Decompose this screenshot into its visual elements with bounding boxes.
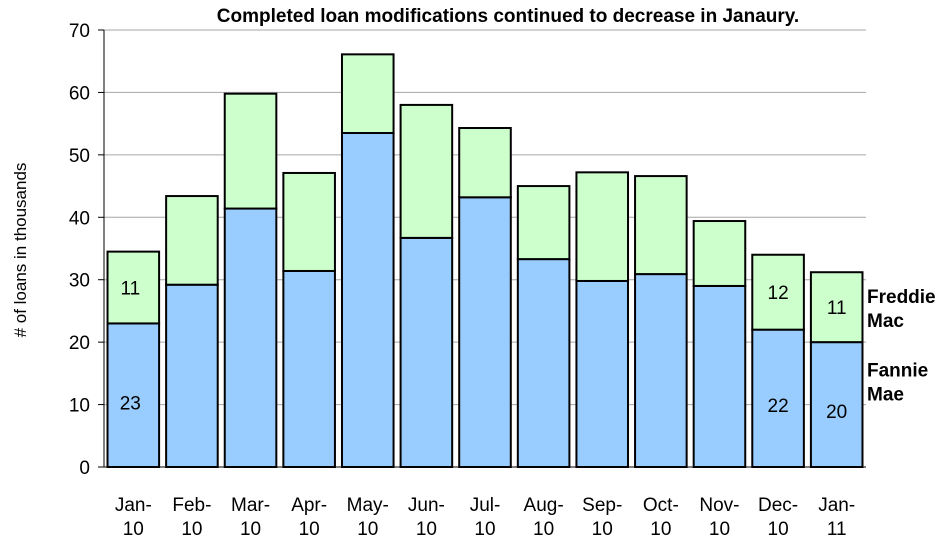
bar-freddie-mac [634,175,688,276]
x-tick-label: Mar- [231,495,270,516]
x-tick-label: 10 [299,519,320,539]
bar-freddie-mac [106,250,161,325]
x-tick-label: 10 [474,519,495,539]
data-label-fannie-mae: 23 [120,393,141,414]
chart-title: Completed loan modifications continued t… [217,6,799,27]
x-tick-label: Jan- [818,495,855,516]
x-tick-label: 10 [709,519,730,539]
bar-freddie-mac [282,171,336,272]
x-tick-label: Dec- [758,495,798,516]
x-tick-label: 10 [357,519,378,539]
y-tick-label: 30 [69,271,90,292]
legend-label-fannie-mae: Fannie [867,361,928,382]
x-tick-label: 11 [827,519,847,539]
bar-freddie-mac [340,53,395,135]
bar-fannie-mae [223,207,278,468]
bar-fannie-mae [399,236,454,468]
x-tick-label: 10 [123,519,144,539]
data-label-freddie-mac: 11 [827,298,847,319]
y-tick-label: 60 [69,83,90,104]
bar-freddie-mac [575,171,630,282]
y-tick-label: 40 [69,208,90,229]
bar-freddie-mac [399,103,454,239]
y-axis-label: # of loans in thousands [11,163,30,338]
data-label-fannie-mae: 22 [768,396,789,417]
bar-fannie-mae [575,279,630,468]
y-tick-label: 70 [69,21,90,42]
legend: Freddie Mac Fannie Mae [867,287,936,405]
bar-fannie-mae [106,322,161,468]
tick-labels: 0 10 20 30 40 50 60 70 Jan- 10 Feb- 10 Mar- 10 Apr- 10 M… [69,21,855,540]
x-tick-label: Nov- [699,495,739,516]
data-label-freddie-mac: 12 [768,283,789,304]
x-tick-label: 10 [592,519,613,539]
bar-freddie-mac [458,127,512,199]
legend-label-freddie-mac: Mac [867,311,904,332]
legend-label-freddie-mac: Freddie [867,287,936,308]
y-tick-label: 0 [79,458,90,479]
x-tick-label: May- [347,495,389,516]
y-tick-label: 50 [69,146,90,167]
bar-fannie-mae [165,283,219,468]
bar-fannie-mae [751,328,805,468]
legend-label-fannie-mae: Mae [867,385,904,406]
bar-fannie-mae [516,258,571,468]
data-label-freddie-mac: 11 [120,279,140,300]
bar-fannie-mae [282,269,336,468]
data-labels: 23 22 20 11 12 11 [120,279,848,423]
x-tick-label: 10 [650,519,671,539]
x-tick-label: Oct- [643,495,679,516]
x-tick-label: 10 [240,519,261,539]
bar-freddie-mac [809,271,864,344]
x-tick-label: Jun- [408,495,445,516]
x-tick-label: 10 [768,519,789,539]
bar-fannie-mae [809,341,864,468]
x-tick-label: Feb- [172,495,211,516]
bar-freddie-mac [223,92,278,210]
x-tick-label: Sep- [582,495,622,516]
x-tick-label: 10 [181,519,202,539]
bar-freddie-mac [692,220,747,287]
bar-fannie-mae [692,284,747,469]
bar-fannie-mae [458,196,512,469]
x-tick-label: Jul- [470,495,501,516]
x-tick-label: Jan- [115,495,152,516]
x-tick-label: 10 [533,519,554,539]
bars [106,53,864,469]
bar-freddie-mac [751,253,805,331]
x-tick-label: 10 [416,519,437,539]
bar-fannie-mae [634,273,688,468]
y-tick-label: 20 [69,333,90,354]
x-tick-label: Aug- [524,495,564,516]
bar-fannie-mae [340,132,395,468]
bar-freddie-mac [165,195,219,286]
x-tick-label: Apr- [291,495,327,516]
y-tick-label: 10 [69,396,90,417]
bar-freddie-mac [516,185,571,261]
data-label-fannie-mae: 20 [826,402,847,423]
